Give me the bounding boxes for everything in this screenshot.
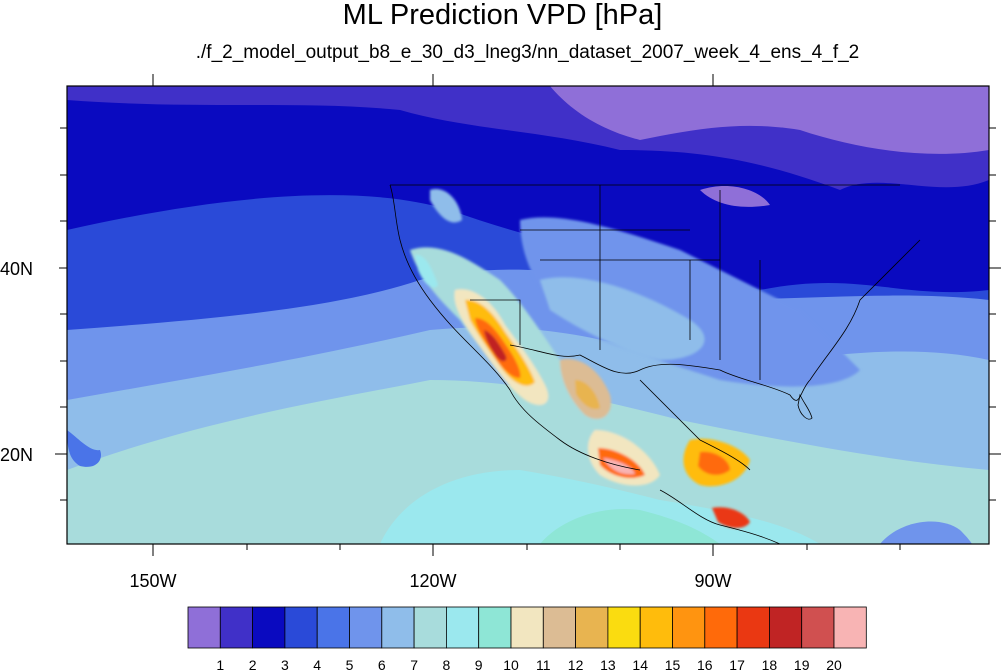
plot-subtitle: ./f_2_model_output_b8_e_30_d3_lneg3/nn_d… (195, 42, 860, 63)
colorbar-tick-label: 20 (826, 657, 842, 672)
colorbar-tick-label: 10 (503, 657, 519, 672)
vpd-field (67, 86, 989, 544)
map-frame (66, 85, 990, 545)
colorbar-tick-label: 1 (216, 657, 224, 672)
plot-title: ML Prediction VPD [hPa] (342, 0, 663, 31)
colorbar-swatch (381, 606, 415, 649)
colorbar-tick-label: 8 (443, 657, 451, 672)
colorbar-tick-label: 15 (665, 657, 681, 672)
colorbar-swatch (478, 606, 512, 649)
colorbar-tick-label: 12 (568, 657, 584, 672)
colorbar-tick-label: 17 (729, 657, 745, 672)
colorbar-tick-label: 18 (762, 657, 778, 672)
lon-label-120w: 120W (409, 571, 456, 591)
colorbar-swatch (607, 606, 641, 649)
colorbar-tick-label: 11 (536, 657, 551, 672)
colorbar-swatch (769, 606, 803, 649)
colorbar-swatch (833, 606, 867, 649)
colorbar-swatch (413, 606, 447, 649)
colorbar-tick-label: 4 (313, 657, 321, 672)
colorbar-tick-label: 14 (632, 657, 648, 672)
colorbar-swatch (510, 606, 544, 649)
colorbar-tick-label: 3 (281, 657, 289, 672)
colorbar-swatch (736, 606, 770, 649)
colorbar-swatch (575, 606, 609, 649)
colorbar-tick-label: 19 (794, 657, 810, 672)
colorbar-swatch (187, 606, 221, 649)
colorbar-swatch (349, 606, 383, 649)
axis-ticks (55, 74, 1001, 556)
colorbar-swatch (672, 606, 706, 649)
colorbar-tick-label: 6 (378, 657, 386, 672)
colorbar-swatch (542, 606, 576, 649)
colorbar-swatch (639, 606, 673, 649)
colorbar-tick-label: 16 (697, 657, 713, 672)
colorbar: 1 2 3 4 5 6 7 8 9 10 11 12 13 14 15 16 17 18 19 20 (187, 606, 867, 672)
lon-label-90w: 90W (694, 571, 731, 591)
colorbar-swatch (219, 606, 254, 649)
colorbar-tick-label: 7 (410, 657, 418, 672)
lat-label-40n: 40N (0, 259, 33, 279)
colorbar-swatch (801, 606, 835, 649)
lon-label-150w: 150W (129, 571, 176, 591)
lat-label-20n: 20N (0, 445, 33, 465)
colorbar-swatch (445, 606, 480, 649)
colorbar-swatch (704, 606, 738, 649)
coastlines-borders (389, 184, 921, 544)
colorbar-tick-label: 13 (600, 657, 616, 672)
colorbar-tick-label: 5 (346, 657, 354, 672)
colorbar-swatch (252, 606, 286, 649)
colorbar-tick-label: 2 (249, 657, 257, 672)
colorbar-tick-label: 9 (475, 657, 483, 672)
colorbar-swatch (284, 606, 318, 649)
colorbar-swatch (316, 606, 350, 649)
